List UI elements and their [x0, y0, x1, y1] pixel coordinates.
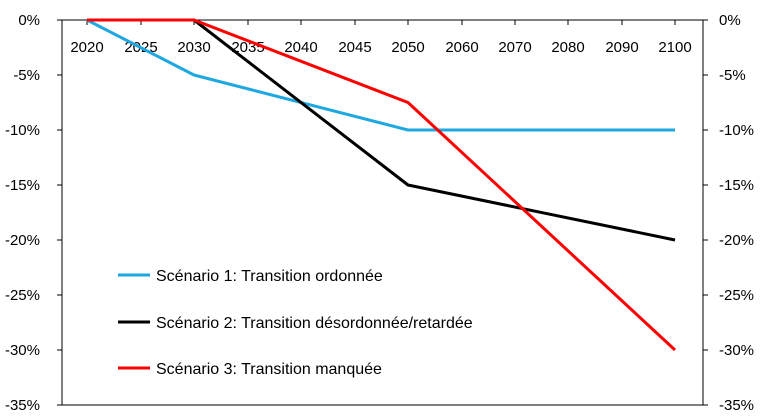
x-tick-label: 2060	[445, 39, 478, 56]
legend-label-2: Scénario 2: Transition désordonnée/retar…	[156, 315, 473, 332]
legend-label-1: Scénario 1: Transition ordonnée	[156, 268, 383, 285]
y-tick-label-right: -30%	[719, 342, 754, 359]
y-tick-label-left: -25%	[5, 287, 40, 304]
legend: Scénario 1: Transition ordonnée Scénario …	[118, 268, 473, 378]
x-tick-label: 2100	[658, 39, 691, 56]
x-tick-label: 2090	[605, 39, 638, 56]
y-tick-label-left: -15%	[5, 177, 40, 194]
y-tick-label-left: 0%	[18, 12, 40, 29]
y-tick-label-right: -5%	[719, 67, 746, 84]
y-tick-label-left: -30%	[5, 342, 40, 359]
series-lines	[86, 18, 677, 352]
y-tick-label-right: -10%	[719, 122, 754, 139]
x-tick-label: 2020	[70, 39, 103, 56]
y-tick-label-left: -20%	[5, 232, 40, 249]
y-tick-label-right: 0%	[719, 12, 741, 29]
series-line-3	[87, 18, 677, 352]
y-tick-label-left: -10%	[5, 122, 40, 139]
y-tick-label-right: -25%	[719, 287, 754, 304]
x-tick-label: 2070	[498, 39, 531, 56]
y-tick-label-left: -35%	[5, 397, 40, 414]
y-tick-label-right: -15%	[719, 177, 754, 194]
x-tick-label: 2050	[391, 39, 424, 56]
legend-label-3: Scénario 3: Transition manquée	[156, 361, 382, 378]
y-tick-label-left: -5%	[13, 67, 40, 84]
x-tick-label: 2030	[177, 39, 210, 56]
x-tick-label: 2080	[551, 39, 584, 56]
x-tick-label: 2045	[338, 39, 371, 56]
y-tick-label-right: -35%	[719, 397, 754, 414]
x-tick-label: 2040	[284, 39, 317, 56]
y-tick-label-right: -20%	[719, 232, 754, 249]
